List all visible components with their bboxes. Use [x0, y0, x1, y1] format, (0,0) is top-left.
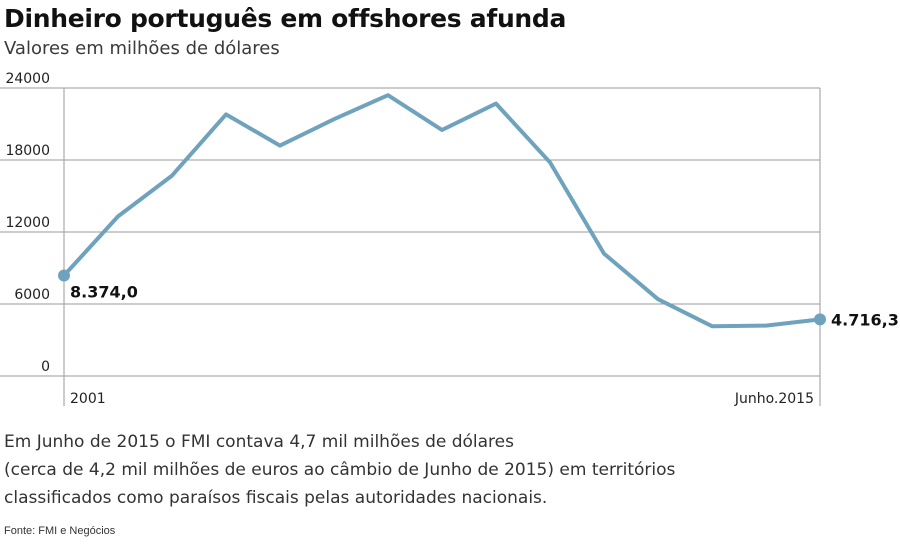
- chart-note: Em Junho de 2015 o FMI contava 4,7 mil m…: [4, 428, 675, 512]
- x-axis-ticks: 2001 Junho.2015: [70, 391, 814, 407]
- y-tick-label-0: 0: [41, 359, 50, 375]
- chart-subtitle: Valores em milhões de dólares: [4, 38, 280, 59]
- end-point-marker: [814, 313, 826, 326]
- chart-grid: [0, 87, 821, 406]
- end-value-label: 4.716,3: [831, 310, 899, 329]
- x-tick-label-end: Junho.2015: [734, 391, 814, 407]
- y-axis-ticks: 0 6000 12000 18000 24000: [5, 71, 50, 375]
- chart-title: Dinheiro português em offshores afunda: [4, 4, 567, 33]
- annotation-layer: 8.374,0 4.716,3: [70, 283, 899, 330]
- x-tick-label-start: 2001: [70, 391, 106, 407]
- line-chart: 0 6000 12000 18000 24000 2001 Junho.2015 8.37…: [0, 71, 899, 407]
- series-line: [62, 93, 822, 329]
- y-tick-label-6000: 6000: [14, 287, 50, 303]
- chart-source: Fonte: FMI e Negócios: [4, 525, 116, 537]
- note-line-1: Em Junho de 2015 o FMI contava 4,7 mil m…: [4, 432, 514, 452]
- note-line-2: (cerca de 4,2 mil milhões de euros ao câ…: [4, 460, 676, 480]
- y-tick-label-18000: 18000: [5, 143, 50, 159]
- y-tick-label-12000: 12000: [5, 215, 50, 231]
- start-point-marker: [58, 269, 70, 282]
- series-layer: [62, 93, 822, 329]
- y-tick-label-24000: 24000: [5, 71, 50, 87]
- markers-layer: [58, 269, 826, 326]
- note-line-3: classificados como paraísos fiscais pela…: [4, 488, 548, 508]
- start-value-label: 8.374,0: [70, 283, 138, 302]
